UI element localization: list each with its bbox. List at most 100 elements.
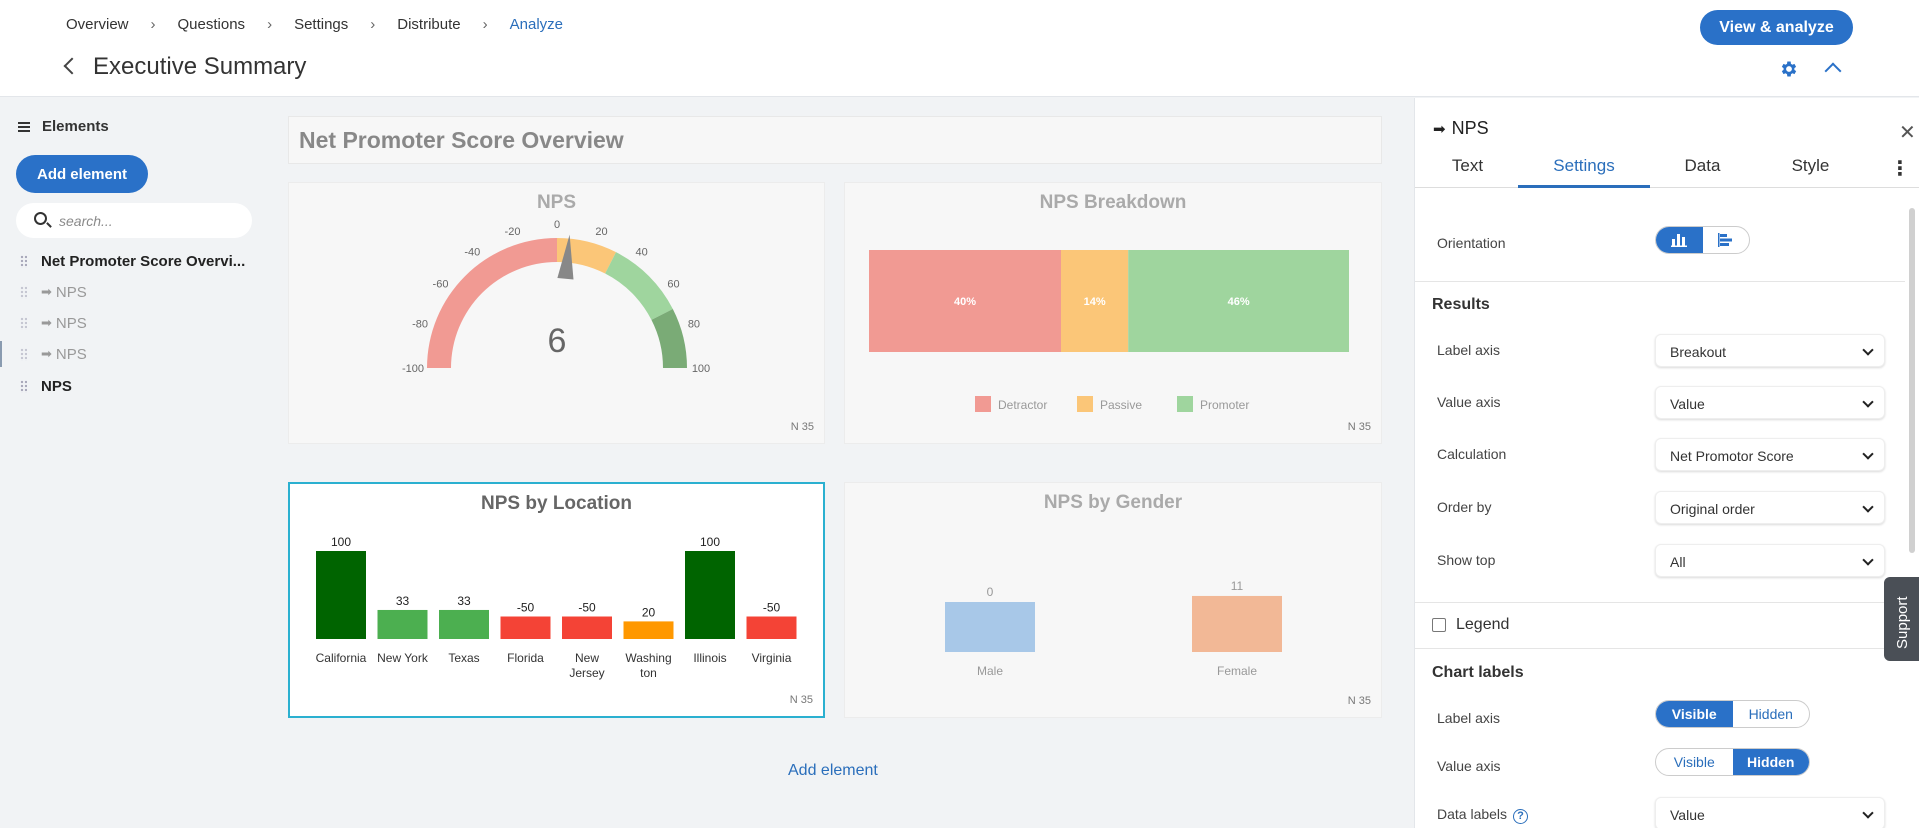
chevron-right-icon: › — [370, 16, 376, 33]
gauge-tick-label: -80 — [412, 319, 428, 331]
tree-item-nps-gender[interactable]: NPS — [0, 373, 266, 399]
support-label: Support — [1894, 596, 1911, 649]
chevron-right-icon: › — [482, 16, 488, 33]
view-analyze-button[interactable]: View & analyze — [1700, 10, 1853, 45]
divider — [1415, 281, 1905, 282]
horizontal-bars-icon — [1717, 233, 1732, 247]
bar-value-label: 20 — [642, 605, 656, 619]
nps-gender-chart: 0 Male 11 Female — [945, 579, 1282, 678]
value-axis-hidden-option[interactable]: Hidden — [1732, 749, 1809, 775]
panel-scrollbar[interactable] — [1909, 208, 1915, 553]
collapse-chevron-icon[interactable] — [1824, 62, 1842, 80]
sample-size-label: N 35 — [790, 421, 814, 433]
search-input[interactable] — [16, 203, 252, 238]
bar-value-label: -50 — [763, 601, 781, 615]
drag-handle-icon[interactable] — [20, 379, 27, 393]
bar-washington — [623, 621, 674, 639]
top-header: Overview › Questions › Settings › Distri… — [0, 0, 1919, 97]
breadcrumb-questions[interactable]: Questions — [177, 16, 246, 33]
more-options-icon[interactable]: ⋮ — [1890, 158, 1910, 180]
tab-data[interactable]: Data — [1684, 156, 1721, 175]
tab-style[interactable]: Style — [1791, 156, 1830, 175]
breadcrumb: Overview › Questions › Settings › Distri… — [66, 16, 563, 33]
bar-category-label: Jersey — [569, 666, 604, 680]
nps-location-chart: 100 California 33 New York 33 Texas -50 Florida… — [316, 535, 797, 680]
label-axis-hidden-option[interactable]: Hidden — [1748, 706, 1793, 722]
section-title[interactable]: Net Promoter Score Overview — [288, 116, 1382, 164]
back-arrow-icon[interactable] — [63, 57, 81, 75]
horizontal-bars-option[interactable] — [1703, 227, 1750, 253]
card-title: NPS by Location — [481, 493, 632, 514]
elements-sidebar: Elements Add element Net Promoter Score … — [0, 98, 266, 828]
help-icon[interactable]: ? — [1513, 809, 1529, 824]
label-axis-select[interactable]: Breakout — [1655, 334, 1885, 367]
nps-gender-card[interactable]: NPS by Gender 0 Male 11 Female N 35 — [844, 482, 1382, 718]
add-element-link[interactable]: Add element — [788, 762, 878, 779]
drag-handle-icon[interactable] — [20, 285, 27, 299]
legend-checkbox[interactable] — [1432, 618, 1446, 632]
label-axis-visible-option[interactable]: Visible — [1656, 701, 1733, 727]
value-axis-label: Value axis — [1437, 394, 1501, 410]
value-axis-select[interactable]: Value — [1655, 386, 1885, 419]
order-by-label: Order by — [1437, 499, 1492, 515]
breadcrumb-analyze[interactable]: Analyze — [509, 16, 563, 33]
arrow-right-icon: ➡ — [41, 346, 52, 361]
tab-settings[interactable]: Settings — [1518, 156, 1650, 188]
search-icon — [34, 212, 47, 225]
sample-size-label: N 35 — [1347, 695, 1371, 707]
tree-item-label: Net Promoter Score Overvi... — [41, 252, 246, 270]
add-element-button[interactable]: Add element — [16, 155, 148, 193]
bar-new-jersey — [562, 616, 612, 639]
settings-panel: ➡ NPS ✕ Text Settings Data Style ⋮ Orien… — [1414, 98, 1919, 828]
legend-label-promoter: Promoter — [1200, 398, 1249, 412]
drag-handle-icon[interactable] — [20, 347, 27, 361]
value-axis-visible-option[interactable]: Visible — [1673, 754, 1715, 770]
bar-female — [1192, 595, 1282, 652]
close-icon[interactable]: ✕ — [1899, 122, 1916, 144]
tree-item-nps-breakdown[interactable]: ➡ NPS — [0, 310, 266, 336]
tab-text[interactable]: Text — [1451, 156, 1484, 175]
nps-breakdown-card[interactable]: NPS Breakdown 40% 14% 46% Detractor Passive P… — [844, 182, 1382, 444]
tree-item-section[interactable]: Net Promoter Score Overvi... — [0, 248, 266, 274]
card-title: NPS Breakdown — [1039, 192, 1187, 213]
data-labels-select[interactable]: Value — [1655, 797, 1885, 828]
legend-swatch-promoter — [1177, 396, 1193, 412]
breadcrumb-distribute[interactable]: Distribute — [397, 16, 461, 33]
vertical-bars-option[interactable] — [1656, 227, 1703, 253]
gauge-top-arc — [651, 308, 687, 368]
panel-tabs: Text Settings Data Style — [1415, 156, 1919, 188]
tree-item-nps-gauge[interactable]: ➡ NPS — [0, 279, 266, 305]
bar-value-label: 33 — [457, 594, 471, 608]
legend-label-passive: Passive — [1100, 398, 1142, 412]
drag-handle-icon[interactable] — [20, 254, 27, 268]
orientation-label: Orientation — [1437, 235, 1506, 251]
nps-breakdown-chart: 40% 14% 46% Detractor Passive Promoter — [869, 250, 1349, 412]
show-top-select[interactable]: All — [1655, 544, 1885, 577]
gear-icon[interactable] — [1779, 59, 1799, 79]
order-by-select[interactable]: Original order — [1655, 491, 1885, 524]
nps-gauge-card[interactable]: NPS -100 -80 -60 -40 -20 0 20 40 60 80 100 6 N 35 — [288, 182, 825, 444]
breadcrumb-settings[interactable]: Settings — [294, 16, 349, 33]
divider — [1415, 602, 1905, 603]
legend-label: Legend — [1456, 616, 1510, 633]
drag-handle-icon[interactable] — [20, 316, 27, 330]
breadcrumb-overview[interactable]: Overview — [66, 16, 129, 33]
nps-location-card[interactable]: NPS by Location 100 California 33 New York 3… — [288, 482, 825, 718]
panel-title: NPS — [1451, 118, 1489, 138]
chart-value-axis-label: Value axis — [1437, 758, 1501, 774]
panel-header: ➡ NPS — [1433, 118, 1489, 139]
bar-category-label: Female — [1217, 664, 1257, 678]
arrow-right-icon: ➡ — [41, 315, 52, 330]
support-button[interactable]: Support — [1884, 577, 1919, 661]
legend-label-detractor: Detractor — [998, 398, 1047, 412]
tree-item-nps-location[interactable]: ➡ NPS — [0, 341, 266, 367]
bar-category-label: New — [575, 651, 599, 665]
tree-item-label: NPS — [41, 377, 72, 395]
breakdown-segment-detractor — [869, 250, 1061, 352]
arrow-right-icon: ➡ — [41, 284, 52, 299]
gauge-tick-label: -40 — [464, 247, 480, 259]
bar-new-york — [377, 609, 428, 639]
gauge-promoter-arc — [605, 252, 673, 320]
bar-value-label: 11 — [1231, 579, 1244, 593]
calculation-select[interactable]: Net Promotor Score — [1655, 438, 1885, 471]
